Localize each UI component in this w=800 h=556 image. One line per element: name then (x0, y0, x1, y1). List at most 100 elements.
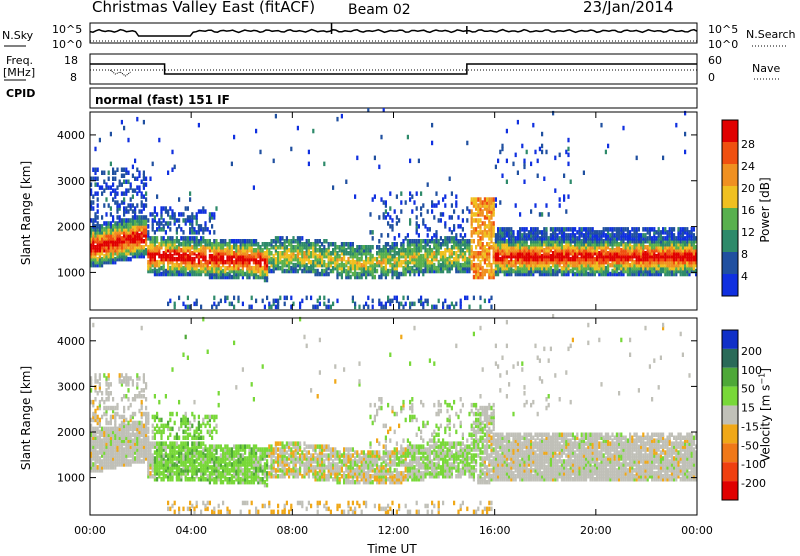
power-cell (136, 191, 138, 196)
power-cell (537, 174, 539, 179)
power-cell (182, 266, 184, 271)
velocity-cell (132, 379, 134, 384)
power-cell (471, 239, 473, 244)
power-cell (165, 221, 167, 226)
power-cell (110, 191, 112, 196)
power-cell (455, 200, 457, 205)
velocity-cell (165, 441, 167, 446)
power-cell (402, 260, 404, 265)
power-cell (418, 159, 420, 164)
power-cell (354, 260, 356, 265)
velocity-cell (178, 444, 180, 449)
power-cell (400, 200, 402, 205)
power-cell (275, 299, 277, 304)
power-cell (449, 215, 451, 220)
power-cell (486, 224, 488, 229)
power-cell (609, 227, 611, 232)
power-cell (387, 296, 389, 301)
power-cell (372, 230, 374, 235)
power-cell (655, 230, 657, 235)
velocity-cell (200, 441, 202, 446)
power-cell (310, 242, 312, 247)
power-cell (534, 203, 536, 208)
power-cell (167, 209, 169, 214)
power-cell (647, 227, 649, 232)
velocity-cell (132, 421, 134, 426)
power-cell (484, 215, 486, 220)
power-cell (581, 227, 583, 232)
power-cell (145, 182, 147, 187)
power-cell (431, 141, 433, 146)
power-cell (374, 263, 376, 268)
power-cell (336, 251, 338, 256)
power-cell (132, 215, 134, 220)
power-cell (143, 182, 145, 187)
power-cell (332, 266, 334, 271)
velocity-cell (108, 373, 110, 378)
power-cell (220, 266, 222, 271)
power-cell (108, 177, 110, 182)
velocity-cell (130, 415, 132, 420)
power-cell (224, 260, 226, 265)
power-cell (251, 305, 253, 310)
power-cell (400, 242, 402, 247)
power-cell (427, 248, 429, 253)
power-cell (301, 242, 303, 247)
power-cell (422, 245, 424, 250)
power-cell (352, 242, 354, 247)
velocity-cell (167, 507, 169, 512)
power-cell (275, 114, 277, 119)
power-cell (295, 254, 297, 259)
power-cell (138, 233, 140, 238)
power-cell (191, 251, 193, 256)
power-cell (449, 305, 451, 310)
velocity-cell (101, 415, 103, 420)
velocity-cell (121, 397, 123, 402)
power-cell (187, 206, 189, 211)
power-cell (475, 245, 477, 250)
power-cell (160, 236, 162, 241)
velocity-cell (189, 427, 191, 432)
power-cell (112, 168, 114, 173)
power-cell (482, 209, 484, 214)
power-cell (664, 236, 666, 241)
power-cell (292, 245, 294, 250)
power-cell (121, 191, 123, 196)
velocity-cell (101, 391, 103, 396)
power-cell (180, 212, 182, 217)
power-cell (270, 257, 272, 262)
power-cell (409, 159, 411, 164)
power-cell (488, 197, 490, 202)
velocity-cell (97, 436, 99, 441)
power-cell (231, 302, 233, 307)
power-cell (387, 212, 389, 217)
power-cell (171, 168, 173, 173)
power-cell (200, 236, 202, 241)
power-cell (451, 245, 453, 250)
power-cell (473, 227, 475, 232)
power-cell (204, 239, 206, 244)
power-cell (191, 245, 193, 250)
power-cell (574, 233, 576, 238)
power-cell (607, 144, 609, 149)
power-cell (376, 269, 378, 274)
velocity-cell (185, 412, 187, 417)
power-cell (477, 263, 479, 268)
power-cell (132, 165, 134, 170)
power-cell (611, 227, 613, 232)
power-cell (565, 209, 567, 214)
power-cell (105, 221, 107, 226)
velocity-cell (185, 436, 187, 441)
power-cell (644, 251, 646, 256)
velocity-cell (167, 444, 169, 449)
power-cell (92, 168, 94, 173)
power-cell (376, 257, 378, 262)
power-cell (409, 191, 411, 196)
power-cell (136, 117, 138, 122)
power-cell (121, 236, 123, 241)
power-cell (440, 263, 442, 268)
power-cell (550, 266, 552, 271)
power-cell (202, 236, 204, 241)
power-cell (281, 251, 283, 256)
velocity-cell (134, 412, 136, 417)
